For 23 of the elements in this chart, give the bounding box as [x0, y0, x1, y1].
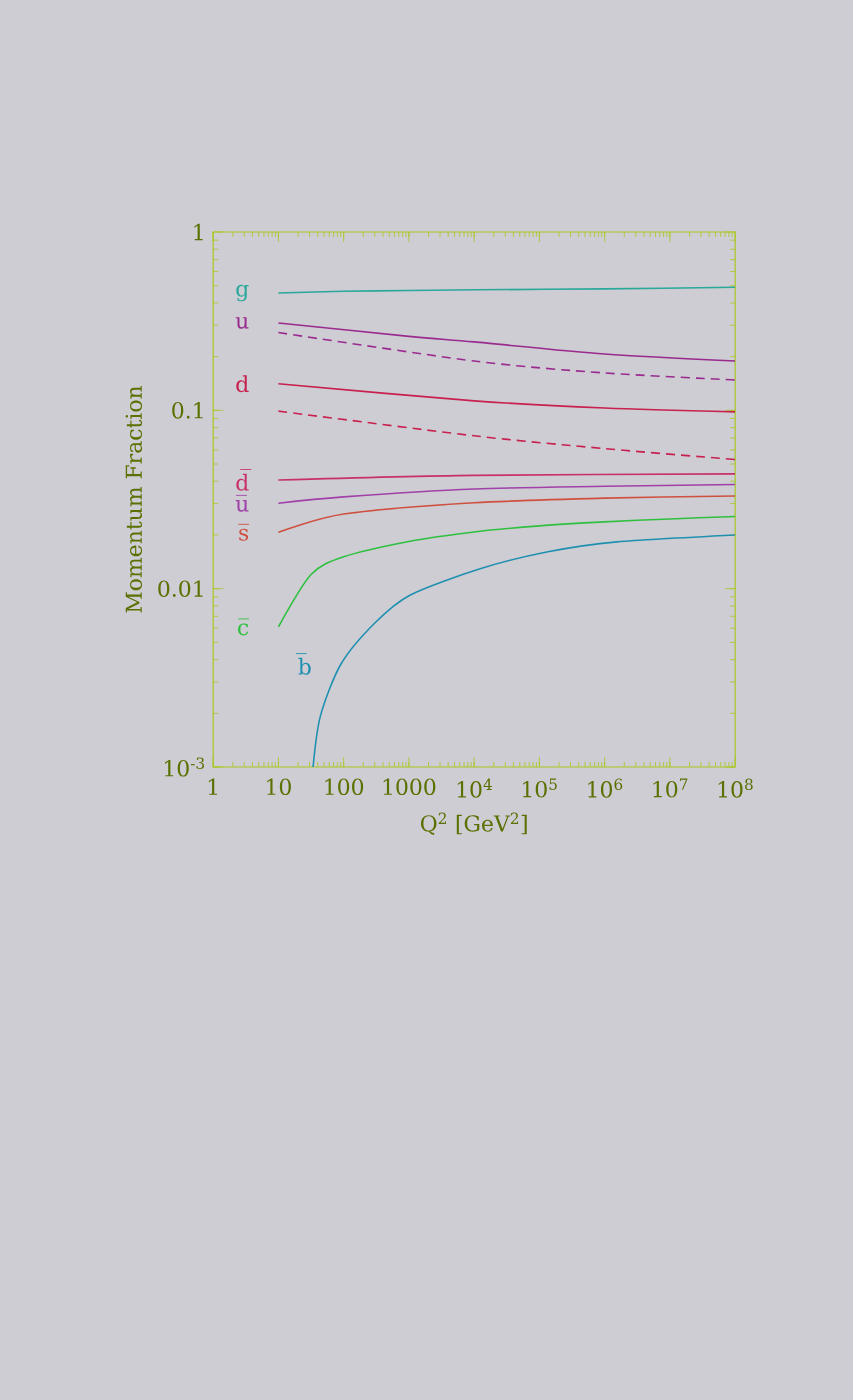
series-label: u	[235, 317, 249, 329]
series-label: g	[236, 284, 249, 302]
y-tick-label: 10$^{-3}$	[164, 757, 204, 777]
series-label: b̅	[295, 653, 311, 675]
x-tick-label: 100	[325, 778, 364, 796]
x-tick-label: 10$^{6}$	[588, 778, 623, 798]
x-tick-label: 10$^{8}$	[718, 778, 753, 798]
x-tick-label: 10$^{4}$	[457, 778, 492, 798]
y-tick-label: 0.01	[158, 580, 203, 597]
y-tick-label: 0.1	[172, 402, 203, 419]
series-label: s̅	[238, 523, 250, 541]
x-tick-label: 10$^{5}$	[522, 778, 557, 798]
y-tick-label: 1	[194, 223, 203, 241]
series-label: d̅	[236, 469, 252, 491]
x-tick-label: 1	[208, 778, 217, 795]
series-label: d	[236, 375, 249, 393]
x-axis-title: Q$^{2}$ [GeV$^{2}$]	[420, 812, 527, 835]
x-tick-label: 1000	[383, 778, 436, 796]
series-label: c̅	[237, 618, 249, 636]
series-label: u̅	[235, 494, 249, 512]
x-tick-label: 10$^{7}$	[653, 778, 688, 798]
y-axis-title: Momentum Fraction	[125, 385, 142, 613]
x-tick-label: 10	[267, 778, 291, 796]
